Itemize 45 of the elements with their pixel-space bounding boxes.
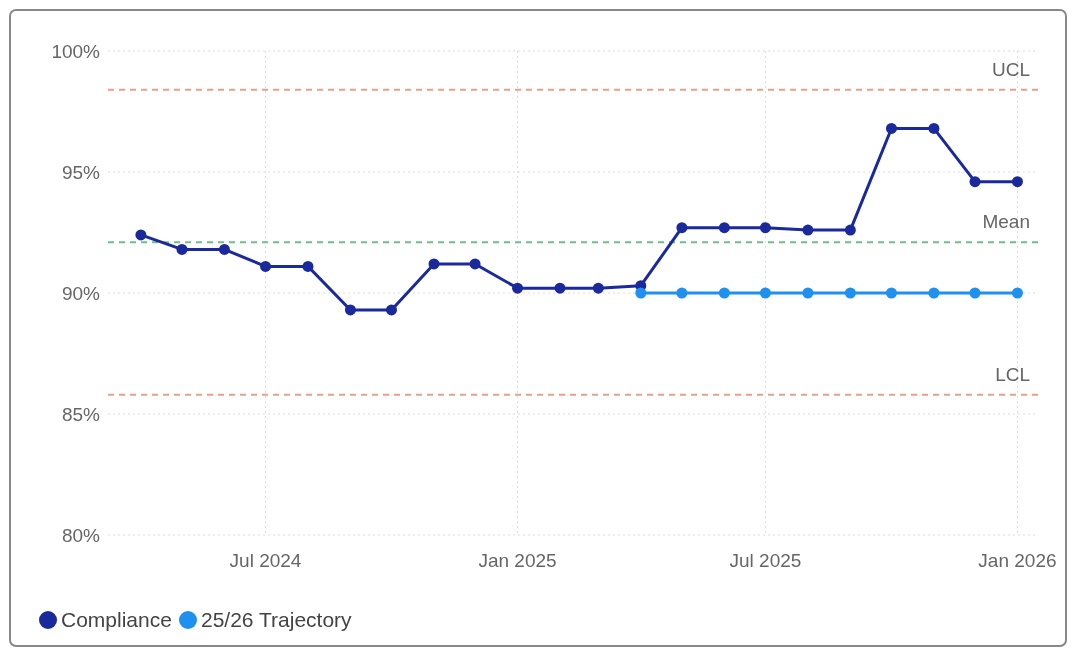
x-tick-label: Jan 2026 [978, 550, 1057, 571]
y-tick-label: 90% [61, 282, 101, 304]
point [759, 222, 771, 234]
point [759, 287, 771, 299]
point [386, 304, 398, 316]
point [885, 287, 897, 299]
x-tick-label: Jul 2024 [229, 550, 302, 571]
point [1011, 176, 1023, 188]
point [676, 287, 688, 299]
point [718, 287, 730, 299]
point [844, 224, 856, 236]
point [928, 122, 940, 134]
x-tick-label: Jan 2025 [478, 550, 557, 571]
point [676, 222, 688, 234]
legend-label: Compliance [61, 608, 172, 632]
point [512, 282, 524, 294]
y-tick-label: 100% [51, 40, 101, 62]
point [344, 304, 356, 316]
point [302, 260, 314, 272]
x-tick-label: Jul 2025 [729, 550, 802, 571]
ref-line-label: LCL [995, 363, 1030, 385]
point [1011, 287, 1023, 299]
point [218, 243, 230, 255]
point [592, 282, 604, 294]
point [885, 122, 897, 134]
point [802, 287, 814, 299]
point [176, 243, 188, 255]
y-tick-label: 85% [61, 403, 101, 425]
point [844, 287, 856, 299]
point [718, 222, 730, 234]
point [428, 258, 440, 270]
point [928, 287, 940, 299]
point [554, 282, 566, 294]
ref-line-label: UCL [991, 58, 1030, 80]
point [469, 258, 481, 270]
ref-line-label: Mean [982, 211, 1030, 233]
point [635, 287, 647, 299]
legend-label: 25/26 Trajectory [201, 608, 353, 632]
y-tick-label: 80% [61, 524, 101, 546]
point [260, 260, 272, 272]
point [969, 176, 981, 188]
y-tick-label: 95% [61, 161, 101, 183]
point [969, 287, 981, 299]
point [802, 224, 814, 236]
point [135, 229, 147, 241]
